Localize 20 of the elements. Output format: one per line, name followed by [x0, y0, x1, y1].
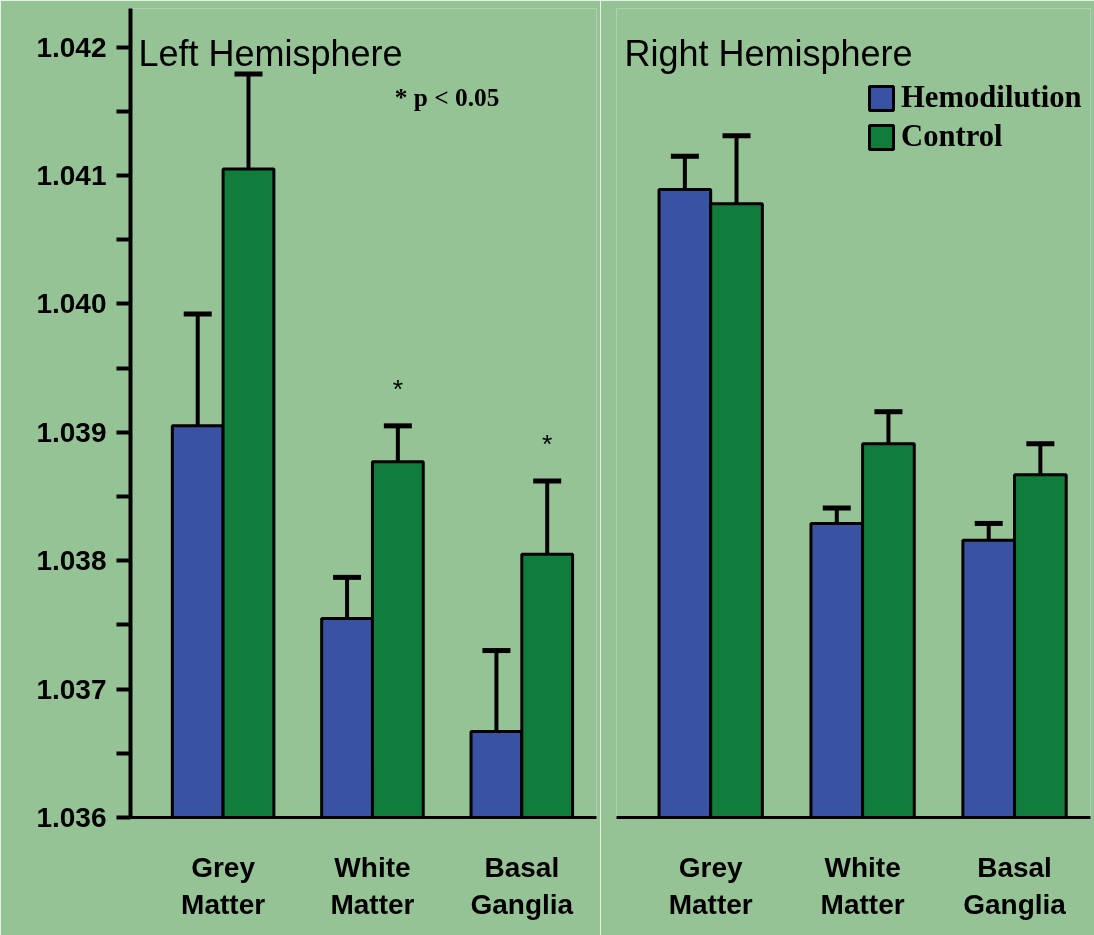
x-tick-label: White Matter — [820, 851, 905, 920]
legend-label: Control — [901, 119, 1003, 154]
x-tick-label: Grey Matter — [181, 851, 266, 920]
text: Left Hemisphere — [138, 33, 403, 74]
y-tick-label: 1.037 — [36, 673, 107, 705]
y-tick-label: 1.039 — [36, 416, 107, 448]
y-tick-label: 1.040 — [36, 288, 107, 320]
y-tick-label: 1.041 — [36, 159, 107, 191]
annotation: * — [542, 429, 553, 460]
x-tick-label: Grey Matter — [668, 851, 753, 920]
annotation: * p < 0.05 — [394, 82, 500, 111]
x-tick-label: White Matter — [330, 851, 415, 920]
text: Right Hemisphere — [624, 33, 913, 74]
y-tick-label: 1.036 — [36, 802, 107, 833]
x-tick-label: Basal Ganglia — [963, 851, 1067, 920]
y-tick-label: 1.042 — [36, 31, 107, 63]
x-tick-label: Basal Ganglia — [470, 851, 574, 920]
legend-label: Hemodilution — [901, 80, 1082, 115]
annotation: * — [392, 373, 404, 404]
y-tick-label: 1.038 — [36, 545, 107, 577]
